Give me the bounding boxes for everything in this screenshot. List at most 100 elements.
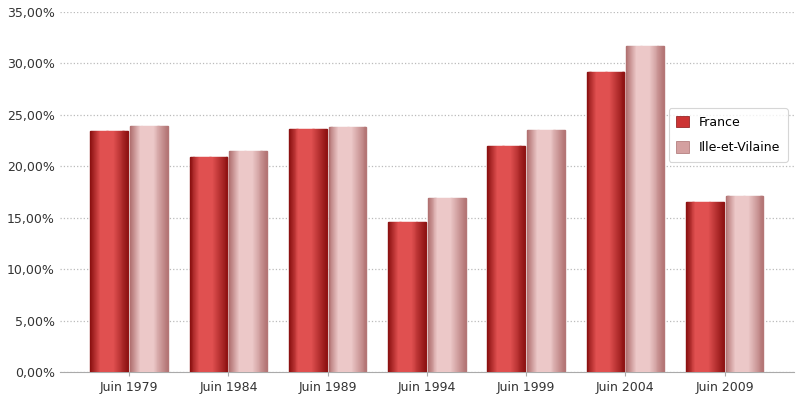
Bar <box>428 198 429 372</box>
Bar <box>718 202 720 372</box>
Bar <box>135 126 136 372</box>
Bar <box>123 131 124 372</box>
Bar <box>592 72 594 372</box>
Bar <box>537 130 538 372</box>
Bar <box>690 202 691 372</box>
Bar <box>413 222 414 372</box>
Bar <box>630 46 631 372</box>
Bar <box>454 198 455 372</box>
Bar <box>93 131 95 372</box>
Bar <box>738 196 739 372</box>
Bar <box>607 72 609 372</box>
Bar <box>357 127 358 372</box>
Bar <box>160 126 161 372</box>
Bar <box>350 127 352 372</box>
Bar <box>588 72 589 372</box>
Bar <box>562 130 563 372</box>
Bar <box>352 127 353 372</box>
Bar <box>192 157 194 372</box>
Bar <box>308 129 309 372</box>
Bar <box>291 129 292 372</box>
Bar <box>422 222 423 372</box>
Bar <box>360 127 362 372</box>
Bar <box>628 46 630 372</box>
Bar <box>530 130 531 372</box>
Bar <box>705 202 706 372</box>
Bar <box>312 129 313 372</box>
Bar <box>138 126 139 372</box>
Bar <box>553 130 554 372</box>
Bar <box>205 157 206 372</box>
Bar <box>560 130 562 372</box>
Bar <box>245 151 247 372</box>
Bar <box>695 202 696 372</box>
Bar <box>415 222 416 372</box>
Bar <box>632 46 633 372</box>
Bar <box>660 46 662 372</box>
Bar <box>395 222 396 372</box>
Bar <box>119 131 120 372</box>
Bar <box>704 202 705 372</box>
Bar <box>554 130 555 372</box>
Bar <box>702 202 704 372</box>
Bar <box>691 202 693 372</box>
Bar <box>492 146 493 372</box>
Bar <box>388 222 389 372</box>
Bar <box>552 130 553 372</box>
Bar <box>145 126 147 372</box>
Bar <box>717 202 718 372</box>
Bar <box>539 130 541 372</box>
Bar <box>702 202 703 372</box>
Bar <box>487 146 489 372</box>
Bar <box>300 129 301 372</box>
Bar <box>340 127 341 372</box>
Bar <box>755 196 756 372</box>
Bar <box>493 146 494 372</box>
Bar <box>642 46 643 372</box>
Bar <box>749 196 751 372</box>
Bar <box>756 196 757 372</box>
Bar <box>750 196 751 372</box>
Bar <box>212 157 213 372</box>
Bar <box>594 72 595 372</box>
Bar <box>257 151 258 372</box>
Bar <box>364 127 365 372</box>
Bar <box>512 146 513 372</box>
Bar <box>707 202 709 372</box>
Bar <box>142 126 143 372</box>
Bar <box>450 198 452 372</box>
Bar <box>256 151 257 372</box>
Bar <box>638 46 640 372</box>
Bar <box>597 72 598 372</box>
Legend: France, Ille-et-Vilaine: France, Ille-et-Vilaine <box>669 108 788 162</box>
Bar <box>521 146 522 372</box>
Bar <box>698 202 699 372</box>
Bar <box>405 222 406 372</box>
Bar <box>353 127 354 372</box>
Bar <box>461 198 462 372</box>
Bar <box>344 127 346 372</box>
Bar <box>613 72 614 372</box>
Bar <box>338 127 339 372</box>
Bar <box>397 222 399 372</box>
Bar <box>550 130 552 372</box>
Bar <box>130 126 131 372</box>
Bar <box>564 130 565 372</box>
Bar <box>459 198 460 372</box>
Bar <box>650 46 651 372</box>
Bar <box>100 131 101 372</box>
Bar <box>394 222 395 372</box>
Bar <box>658 46 659 372</box>
Bar <box>214 157 215 372</box>
Bar <box>617 72 618 372</box>
Bar <box>151 126 152 372</box>
Bar <box>238 151 239 372</box>
Bar <box>713 202 714 372</box>
Bar <box>536 130 537 372</box>
Bar <box>134 126 135 372</box>
Bar <box>191 157 192 372</box>
Bar <box>226 157 227 372</box>
Bar <box>563 130 564 372</box>
Bar <box>389 222 390 372</box>
Bar <box>431 198 432 372</box>
